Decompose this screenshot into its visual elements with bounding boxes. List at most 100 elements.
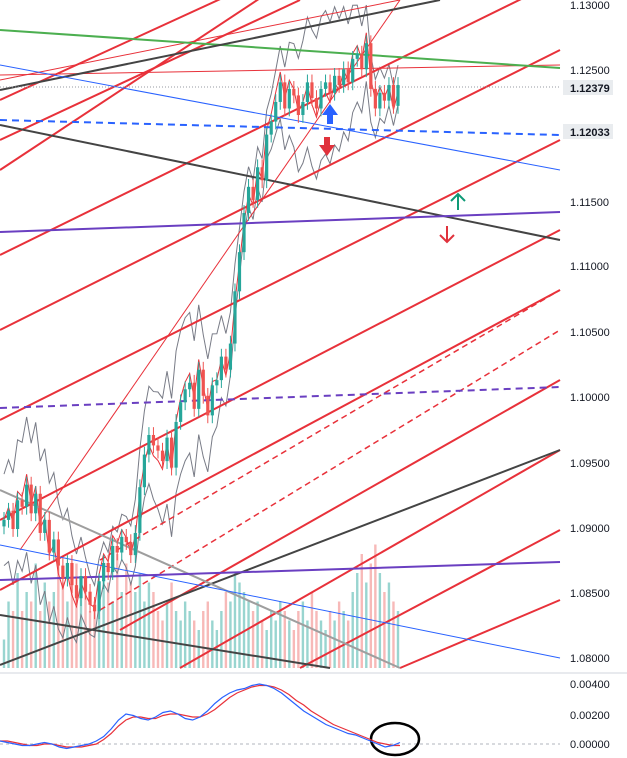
volume-bar [220,611,223,668]
price-tick: 1.12500 [570,65,610,77]
candle-body [219,356,223,381]
candle-body [70,562,74,586]
volume-bar [206,601,209,668]
price-axis[interactable]: 1.13000 1.12500 1.12000 1.11500 1.11000 … [563,0,613,665]
macd-line [0,683,401,750]
candle-body [228,343,233,370]
candle-body [351,58,355,83]
volume-bar [165,601,169,668]
volume-bar [396,611,400,668]
volume-bar [134,592,137,668]
volume-bar [333,620,336,668]
candle-body [242,212,246,253]
candle-body [15,500,20,530]
volume-bar [269,611,273,668]
candle-body [278,82,282,102]
candle-body [283,82,287,109]
candle-body [378,92,382,109]
red-thin-line [0,0,401,81]
candle-body [179,402,183,422]
candle-body [364,43,368,70]
volume-bar [88,611,92,668]
volume-bar [315,611,318,668]
candle-body [165,437,169,462]
candle-body [97,581,101,612]
price-tick: 1.08000 [570,653,610,665]
candle-body [29,484,33,514]
volume-bar [29,601,33,668]
volume-bar [392,601,395,668]
blue-dashed-level [0,119,561,136]
black-trend-line [0,0,441,91]
volume-bar [247,601,250,668]
candle-body [287,88,291,109]
red-thin-line [19,0,401,551]
candle-body [133,532,137,556]
volume-bar [129,582,133,668]
volume-bar [224,592,228,668]
last-price-tag: 1.12379 [570,83,610,95]
plot-area[interactable] [0,0,561,669]
candle-body [310,82,314,99]
candle-body [292,88,296,96]
red-channel-line [0,0,301,141]
volume-bar [193,620,196,668]
volume-bar [378,573,382,668]
price-tick: 1.13000 [570,0,610,12]
red-down-arrow-icon [319,137,335,156]
volume-bar [337,601,341,668]
candle-body [147,434,151,455]
volume-bar [265,630,268,668]
red-channel-line [0,0,221,101]
volume-bars [2,544,400,668]
candle-body [342,69,346,85]
candle-body [115,545,119,553]
red-channel-line [299,529,561,669]
volume-bar [256,601,259,668]
candle-body [52,539,56,553]
candle-body [34,493,38,514]
volume-bar [183,601,187,668]
volume-bar [34,563,37,668]
volume-bar [7,601,10,668]
candle-body [65,562,70,579]
blue-trend-line [0,64,561,171]
candle-body [61,565,65,579]
volume-bar [111,601,114,668]
candle-body [246,186,251,213]
candle-body [47,519,51,553]
candle-body [265,134,269,181]
black-trend-line [0,614,331,669]
volume-bar [79,592,83,668]
candle-body [79,576,83,599]
volume-bar [57,554,60,668]
volume-bar [188,611,191,668]
candle-body [111,545,115,573]
oscillator-pane[interactable]: 0.00400 0.00200 0.00000 [0,679,610,757]
candle-body [296,95,300,116]
volume-bar [197,630,200,668]
candle-body [224,356,228,370]
red-dashed-channel-line [99,329,561,611]
teal-up-arrow-icon [450,192,466,210]
candle-body [169,437,174,468]
volume-bar [387,582,391,668]
volume-bar [328,611,332,668]
candle-body [387,84,391,101]
candle-body [124,536,128,543]
volume-bar [102,573,105,668]
candle-body [156,445,160,451]
candle-body [369,43,373,89]
candle-body [237,252,242,292]
volume-bar [25,592,28,668]
candle-body [20,500,24,507]
red-down-arrow-small-icon [439,226,455,244]
candle-body [174,421,178,468]
candle-body [360,53,364,70]
volume-bar [292,630,296,668]
red-channel-line [0,229,561,521]
candle-body [56,539,60,566]
volume-bar [301,601,305,668]
candle-body [142,454,146,488]
